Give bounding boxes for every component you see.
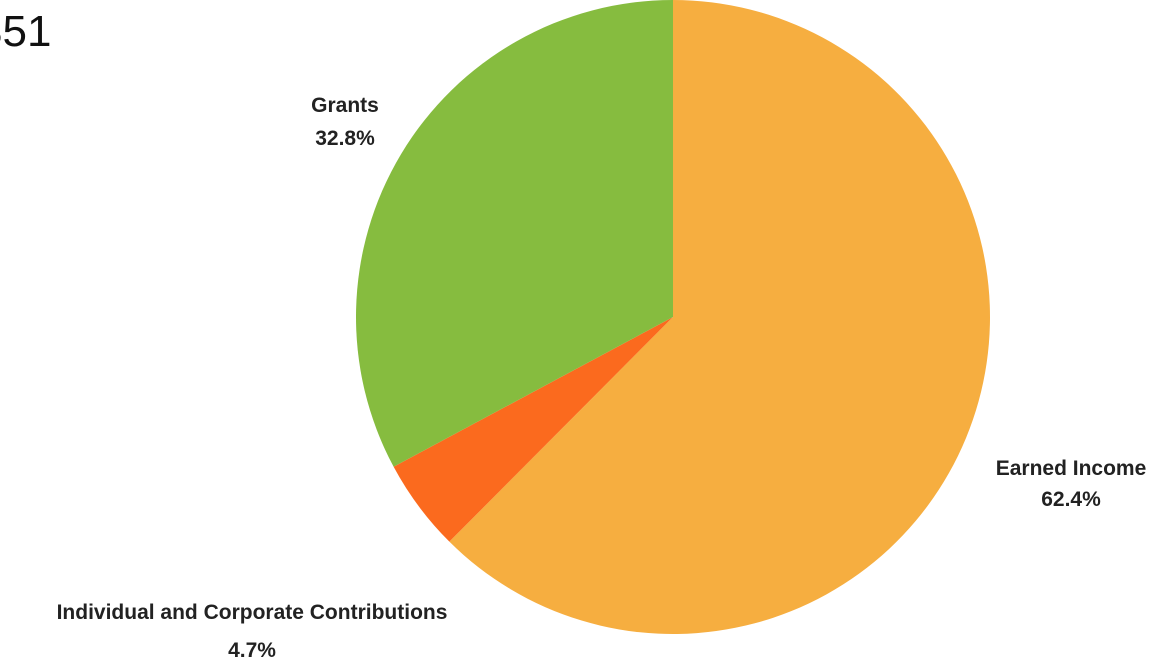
grants-value: 32.8% — [315, 127, 375, 150]
earned-income-value: 62.4% — [1041, 488, 1101, 511]
slice-grants — [355, 0, 673, 467]
grants-label: Grants — [311, 94, 379, 117]
corner-number: 851 — [0, 7, 52, 56]
slice-contributions — [393, 317, 673, 542]
contributions-value: 4.7% — [228, 639, 276, 662]
slice-earned-income — [449, 0, 990, 634]
pie-slices — [355, 0, 990, 634]
pie-labels: Earned Income 62.4% Individual and Corpo… — [57, 94, 1147, 662]
earned-income-label: Earned Income — [996, 457, 1147, 480]
contributions-label: Individual and Corporate Contributions — [57, 601, 448, 624]
